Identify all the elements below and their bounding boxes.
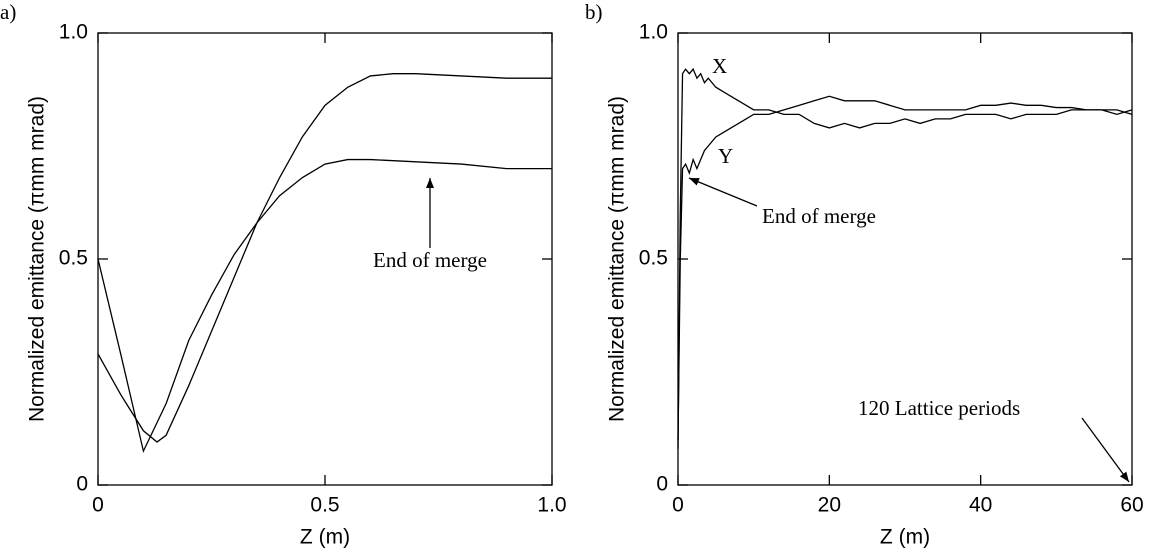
x-tick-label: 1.0 bbox=[537, 494, 566, 517]
y-tick-label: 1.0 bbox=[639, 21, 668, 44]
annotation: End of merge bbox=[762, 204, 876, 228]
x-axis-label: Z (m) bbox=[300, 526, 350, 549]
x-tick-label: 40 bbox=[969, 494, 992, 517]
y-tick-label: 0.5 bbox=[639, 247, 668, 270]
line-series bbox=[97, 158, 552, 454]
annotation: End of merge bbox=[373, 248, 487, 272]
x-tick-label: 0 bbox=[92, 494, 104, 517]
annotation-arrow bbox=[1081, 417, 1130, 483]
series-label: X bbox=[712, 54, 727, 78]
line-series bbox=[677, 95, 1133, 440]
y-tick-label: 1.0 bbox=[59, 21, 88, 44]
x-tick-label: 20 bbox=[818, 494, 841, 517]
y-axis-label: Normalized emittance (πmm mrad) bbox=[606, 96, 629, 422]
y-axis-label: Normalized emittance (πmm mrad) bbox=[26, 96, 49, 422]
panel-label: b) bbox=[585, 0, 603, 24]
x-axis-label: Z (m) bbox=[880, 526, 930, 549]
annotation-arrow bbox=[688, 177, 758, 207]
y-tick-label: 0 bbox=[76, 473, 88, 496]
panel-label: a) bbox=[0, 0, 16, 24]
y-tick-label: 0 bbox=[656, 473, 668, 496]
x-tick-label: 0 bbox=[672, 494, 684, 517]
x-tick-label: 60 bbox=[1120, 494, 1143, 517]
line-series bbox=[97, 73, 552, 443]
series-label: Y bbox=[718, 144, 733, 168]
line-series bbox=[677, 67, 1133, 449]
annotation: 120 Lattice periods bbox=[858, 396, 1020, 420]
y-tick-label: 0.5 bbox=[59, 247, 88, 270]
x-tick-label: 0.5 bbox=[310, 494, 339, 517]
